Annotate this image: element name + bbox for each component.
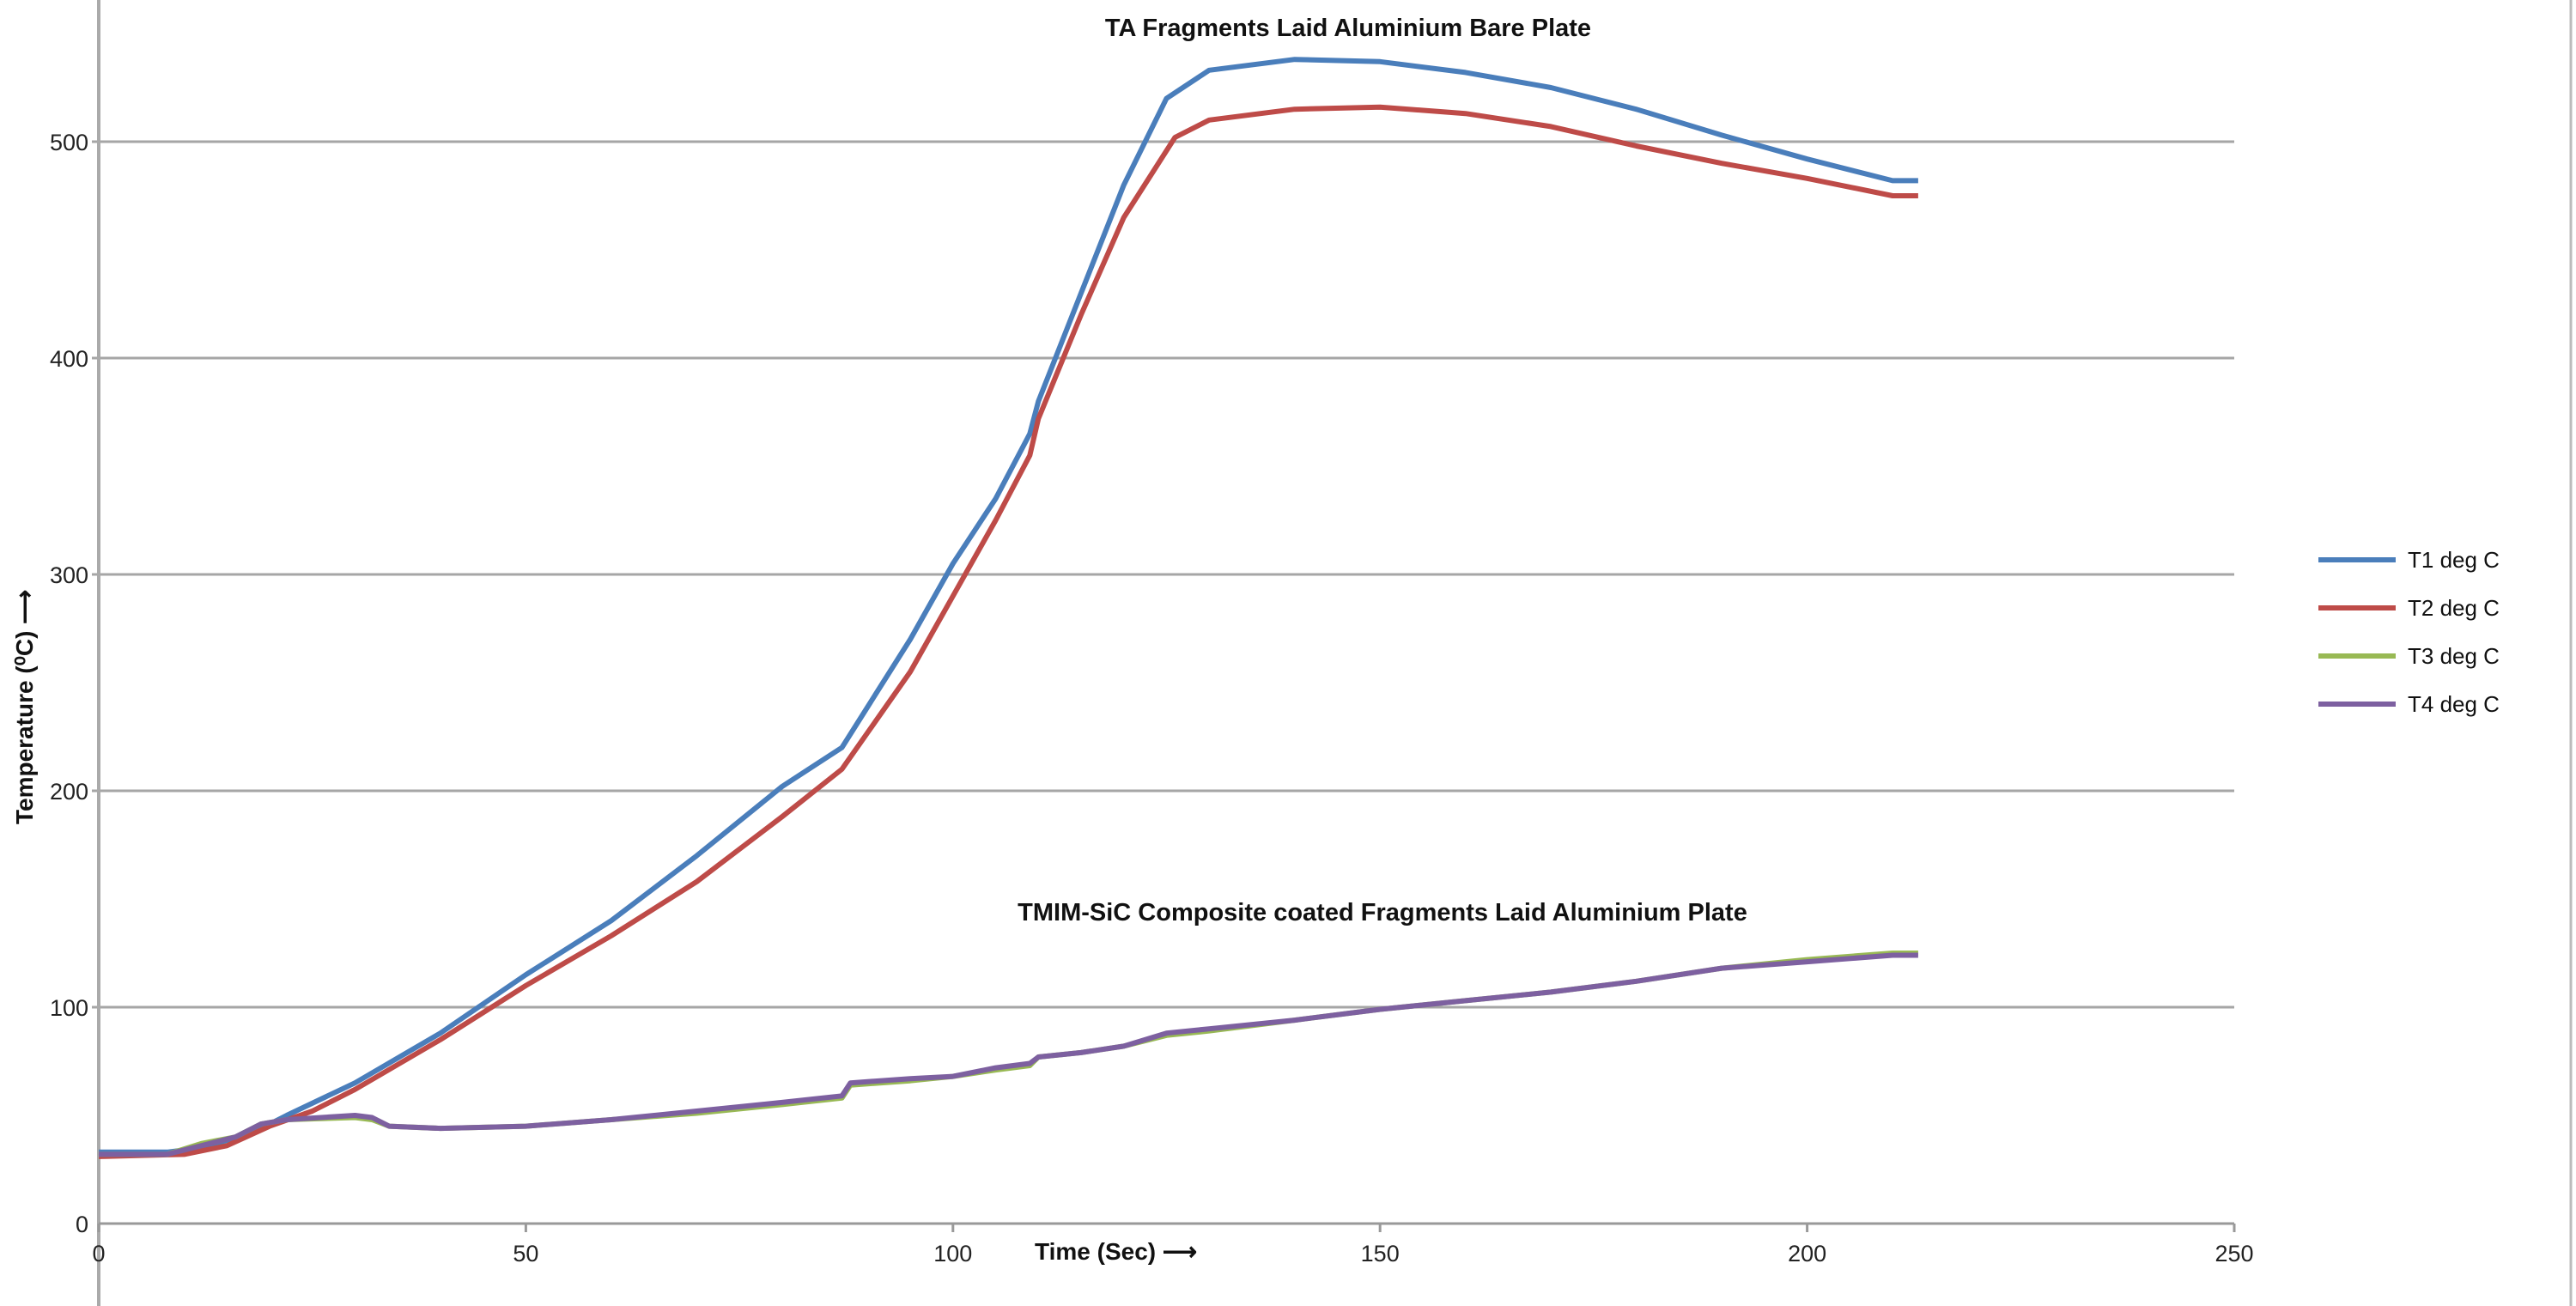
legend-label: T3 deg C — [2408, 643, 2500, 669]
chart-title: TA Fragments Laid Aluminium Bare Plate — [1105, 15, 1591, 42]
coated-plate-annotation: TMIM-SiC Composite coated Fragments Laid… — [1018, 899, 1747, 926]
y-tick-label: 500 — [50, 130, 88, 155]
x-tick-label: 0 — [92, 1241, 105, 1267]
y-axis-label: Temperature (⁰C) ⟶ — [11, 590, 38, 824]
series-line-4 — [99, 952, 1918, 1157]
legend-label: T1 deg C — [2408, 547, 2500, 573]
x-tick-label: 50 — [513, 1241, 538, 1267]
legend-label: T4 deg C — [2408, 691, 2500, 717]
x-axis-label: Time (Sec) ⟶ — [1035, 1238, 1197, 1265]
y-tick-label: 0 — [76, 1212, 88, 1237]
x-tick-label: 250 — [2215, 1241, 2253, 1267]
x-tick-label: 150 — [1361, 1241, 1400, 1267]
y-tick-label: 400 — [50, 346, 88, 372]
x-tick-label: 200 — [1788, 1241, 1826, 1267]
y-tick-label: 300 — [50, 562, 88, 588]
series-line-2 — [98, 104, 1918, 1159]
x-tick-label: 100 — [933, 1241, 972, 1267]
y-tick-label: 200 — [50, 779, 88, 805]
legend-label: T2 deg C — [2408, 595, 2500, 621]
y-tick-label: 100 — [50, 995, 88, 1021]
series-line-1 — [99, 57, 1918, 1155]
series-line-3 — [99, 951, 1918, 1157]
